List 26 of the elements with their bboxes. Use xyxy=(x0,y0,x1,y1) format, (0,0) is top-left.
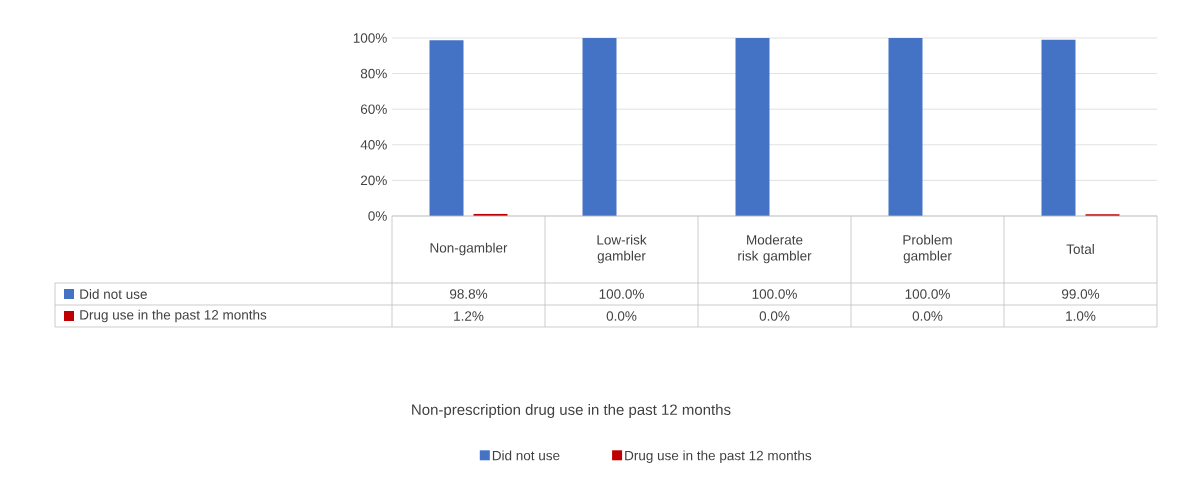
data-label: 98.8% xyxy=(450,289,488,299)
x-tick-label: Non-gambler xyxy=(430,242,508,256)
data-label: 100.0% xyxy=(599,289,644,299)
data-label: 0.0% xyxy=(606,311,637,321)
x-tick-label: Total xyxy=(1066,244,1094,254)
data-label: 0.0% xyxy=(759,311,790,321)
y-tick-label: 0% xyxy=(368,211,387,221)
data-label: 1.2% xyxy=(454,311,484,321)
text: Drug use in the past 12 months xyxy=(625,450,812,463)
y-tick-label: 100% xyxy=(353,33,387,43)
x-tick-label: Moderate risk gambler xyxy=(738,234,812,264)
y-tick-label: 80% xyxy=(360,68,387,79)
x-tick-label: Problem gambler xyxy=(903,234,952,264)
data-label: 99.0% xyxy=(1061,289,1100,299)
y-tick-label: 20% xyxy=(360,175,387,186)
legend-label: Drug use in the past 12 months xyxy=(80,309,267,323)
y-tick-label: 40% xyxy=(360,140,387,150)
data-label: 100.0% xyxy=(905,289,950,299)
legend-label: Did not use xyxy=(492,450,560,461)
y-tick-label: 60% xyxy=(360,104,387,114)
text: Non-prescription drug use in the past 12 months xyxy=(412,403,731,418)
x-tick-label: Low-risk gambler xyxy=(597,234,647,264)
data-label: 0.0% xyxy=(912,311,943,321)
data-label: 1.0% xyxy=(1066,311,1096,321)
data-label: 100.0% xyxy=(752,289,797,299)
text: Did not use xyxy=(80,289,147,299)
